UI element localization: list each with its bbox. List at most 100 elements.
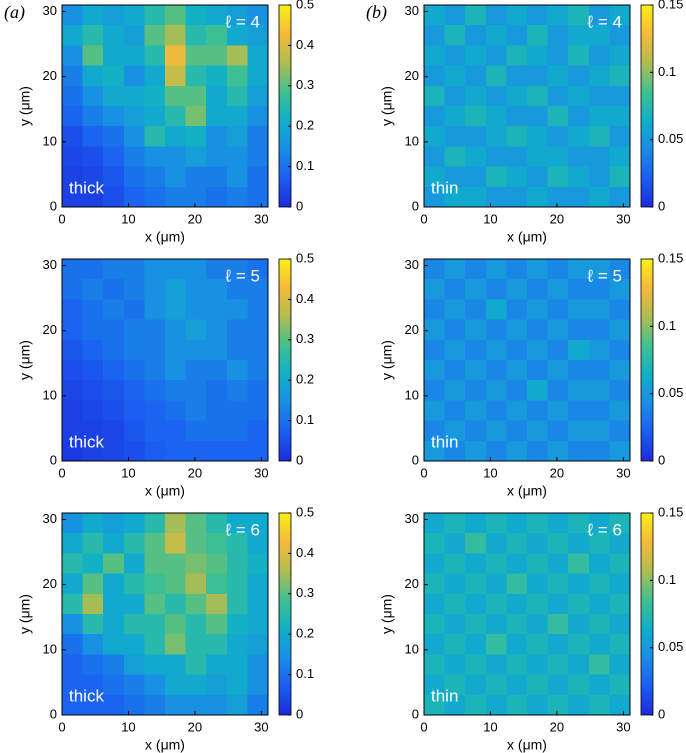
- heatmap-cell: [547, 106, 569, 127]
- heatmap-cell: [82, 279, 104, 300]
- y-tick-label: 20: [43, 576, 57, 591]
- heatmap-cell: [444, 299, 466, 321]
- heatmap-cell: [185, 259, 207, 280]
- heatmap-cell: [165, 339, 187, 361]
- colorbar-tick-label: 0.1: [296, 412, 314, 427]
- heatmap-cell: [485, 85, 507, 107]
- heatmap-cell: [206, 85, 228, 107]
- heatmap-cell: [588, 146, 610, 168]
- heatmap-cell: [547, 634, 569, 655]
- heatmap-cell: [144, 553, 166, 575]
- heatmap-cell: [506, 573, 528, 595]
- heatmap-cell: [547, 513, 569, 534]
- heatmap-cell: [165, 299, 187, 321]
- heatmap-cell: [527, 319, 549, 341]
- heatmap-cell: [226, 513, 248, 534]
- y-tick-label: 0: [412, 706, 419, 721]
- colorbar-tick-label: 0: [658, 706, 665, 721]
- heatmap-cell: [247, 440, 269, 462]
- heatmap-cell: [568, 360, 590, 381]
- heatmap-cell: [568, 339, 590, 361]
- heatmap-cell: [527, 553, 549, 575]
- heatmap-cell: [568, 259, 590, 280]
- heatmap-cell: [247, 106, 269, 127]
- heatmap-cell: [506, 106, 528, 127]
- heatmap-cell: [527, 186, 549, 208]
- heatmap-cell: [465, 146, 487, 168]
- heatmap-cell: [568, 694, 590, 716]
- heatmap-cell: [609, 146, 631, 168]
- heatmap-cell: [485, 634, 507, 655]
- colorbar-tick-label: 0.5: [296, 504, 314, 519]
- heatmap-cell: [506, 614, 528, 635]
- heatmap-cell: [547, 166, 569, 188]
- heatmap-cell: [226, 106, 248, 127]
- heatmap-cell: [185, 654, 207, 676]
- heatmap-cell: [444, 360, 466, 381]
- heatmap-cell: [588, 5, 610, 26]
- heatmap-cell: [444, 319, 466, 341]
- heatmap-cell: [226, 533, 248, 554]
- heatmap-cell: [609, 360, 631, 381]
- heatmap-cell: [206, 360, 228, 381]
- heatmap-cell: [465, 694, 487, 716]
- heatmap-cell: [226, 694, 248, 716]
- heatmap-cell: [485, 420, 507, 442]
- heatmap-cell: [226, 573, 248, 595]
- heatmap-cell: [568, 5, 590, 26]
- heatmap-cell: [444, 573, 466, 595]
- annotation: ℓ = 5: [587, 266, 622, 285]
- heatmap-cell: [247, 400, 269, 422]
- heatmap-cell: [547, 319, 569, 341]
- heatmap-cell: [424, 553, 446, 575]
- heatmap-cell: [123, 126, 145, 147]
- heatmap-cell: [185, 694, 207, 716]
- heatmap-cell: [226, 400, 248, 422]
- heatmap-cell: [527, 360, 549, 381]
- heatmap-cell: [123, 5, 145, 26]
- heatmap-cell: [123, 654, 145, 676]
- heatmap-cell: [82, 146, 104, 168]
- heatmap-cell: [144, 166, 166, 188]
- heatmap-cell: [165, 126, 187, 147]
- heatmap-cell: [424, 85, 446, 107]
- annotation: ℓ = 5: [225, 266, 260, 285]
- heatmap-cell: [609, 420, 631, 442]
- heatmap-cell: [444, 166, 466, 188]
- heatmap-cell: [62, 420, 84, 442]
- heatmap-cell: [123, 533, 145, 554]
- colorbar: [640, 4, 654, 208]
- heatmap-cell: [506, 400, 528, 422]
- heatmap-cell: [424, 299, 446, 321]
- heatmap-cell: [144, 533, 166, 554]
- heatmap-cell: [465, 440, 487, 462]
- heatmap-cell: [247, 360, 269, 381]
- heatmap-cell: [103, 533, 125, 554]
- heatmap-cell: [185, 360, 207, 381]
- heatmap-cell: [123, 513, 145, 534]
- heatmap-cell: [226, 166, 248, 188]
- heatmap-cell: [185, 674, 207, 696]
- heatmap-cell: [123, 553, 145, 575]
- colorbar-tick-label: 0.2: [296, 626, 314, 641]
- heatmap-cell: [123, 166, 145, 188]
- panel: 0 10 20 30 0 10 20 30 x (μm) y (μm) ℓ = 4 thick (a) 0…: [4, 0, 314, 245]
- heatmap-cell: [165, 360, 187, 381]
- heatmap-cell: [588, 319, 610, 341]
- heatmap-cell: [506, 339, 528, 361]
- heatmap-cell: [62, 674, 84, 696]
- colorbar-tick-label: 0.2: [296, 118, 314, 133]
- x-tick-label: 20: [188, 465, 202, 480]
- heatmap-cell: [568, 420, 590, 442]
- heatmap-cell: [444, 593, 466, 615]
- heatmap-cell: [82, 186, 104, 208]
- heatmap-cell: [444, 420, 466, 442]
- heatmap-cell: [424, 5, 446, 26]
- heatmap-cell: [527, 533, 549, 554]
- colorbar-tick-label: 0: [296, 198, 303, 213]
- heatmap-cell: [609, 513, 631, 534]
- heatmap-cell: [226, 146, 248, 168]
- heatmap-cell: [82, 5, 104, 26]
- heatmap-cell: [485, 440, 507, 462]
